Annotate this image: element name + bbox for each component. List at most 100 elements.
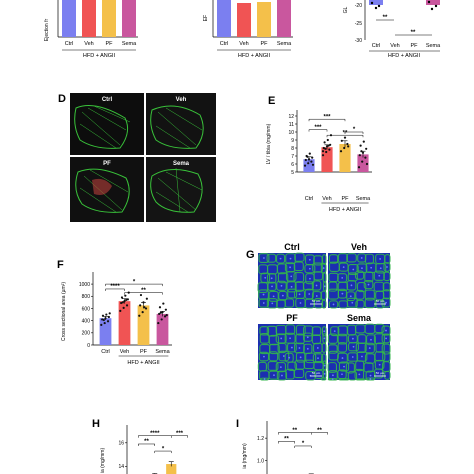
chart-e-point [326,138,329,142]
top-panel-2-bar-sema [277,0,291,37]
chart-i: Iia (mg/mm) 1.01.2** ***** [236,418,328,474]
chart-e-point [343,136,347,139]
chart-f-point [125,304,129,307]
chart-i-sig-bracket [311,432,328,435]
chart-h-ylabel: ia (mg/mm) [100,448,106,474]
top-panel-3-cat-veh: Veh [390,43,399,49]
chart-e-point [346,142,349,146]
chart-f-point [124,294,127,297]
chart-i-sig-label: ** [292,428,297,434]
chart-e-letter: E [268,95,275,107]
chart-f-sig-label: **** [110,284,120,290]
chart-f-ytick-label: 600 [82,306,91,312]
chart-f-bar-veh [118,301,131,345]
chart-f-point [122,306,125,309]
chart-f-cat-pf: PF [140,349,148,355]
chart-f-point [103,321,106,325]
chart-f-point [138,314,141,317]
top-panel-3-bar-ctrl [369,0,383,5]
chart-e-ytick-label: 6 [291,162,294,168]
chart-h-letter: H [92,418,100,430]
chart-f-point [105,313,108,316]
scale-bar-label: 50 µm [376,371,385,375]
histo-label-ctrl: Ctrl [284,242,300,252]
chart-f-point [158,306,162,309]
chart-f-point [144,307,148,310]
chart-f-point [107,315,110,319]
chart-e-point [328,148,331,151]
chart-h-sig-bracket [171,435,188,438]
chart-f-point [100,323,103,326]
chart-f-ytick-label: 1000 [79,282,90,288]
top-panel-1-cat-ctrl: Ctrl [65,41,74,47]
chart-e-point [311,163,315,166]
chart-f-ytick-label: 800 [82,294,91,300]
chart-e-point [308,152,311,155]
chart-e-bar-sema [357,154,369,172]
echo-label-ctrl: Ctrl [102,97,113,103]
chart-e-sig-bracket [308,129,328,132]
scale-bar-label: 50 µm [376,299,385,303]
top-panel-1-cat-veh: Veh [84,41,93,47]
chart-e-cat-veh: Veh [322,196,331,202]
chart-f-sig-bracket [105,283,163,287]
top-panel-3-cat-sema: Sema [426,43,441,49]
chart-e-sig-bracket [326,134,364,138]
chart-e-point [343,146,346,150]
chart-f: F Cross sectional area (µm²) 0 200 400 600 800… [57,259,172,366]
top-panel-3-ylabel: GL [343,6,349,13]
chart-e-point [311,156,314,159]
chart-h-bar-pf [166,464,177,474]
chart-f-point [120,301,123,305]
chart-f-point [101,314,105,317]
chart-h-sig-bracket [154,450,172,454]
chart-i-ytick-label: 1.0 [257,458,264,464]
echo-image-pf: PF [70,157,144,222]
chart-e-point [323,141,326,144]
chart-e-point [321,150,325,153]
top-panel-2-bar-veh [237,3,251,37]
top-panel-2-bar-ctrl [217,0,231,37]
chart-e-cat-pf: PF [341,196,349,202]
chart-f-point [139,293,143,297]
chart-e-bar-veh [321,147,333,172]
top-panel-1: Ejection fr Ctrl Veh PF Sema HFD + ANGII [44,0,138,59]
top-panel-1-cat-pf: PF [105,41,113,47]
chart-f-point [123,300,126,303]
chart-h-sig-label: ** [144,439,149,445]
chart-e-cat-sema: Sema [356,196,371,202]
histo-label-sema: Sema [347,313,372,323]
histo-label-veh: Veh [351,242,367,252]
chart-e-bar-ctrl [303,159,315,172]
top-panel-1-ylabel: Ejection fr [44,19,50,42]
histo-label-pf: PF [286,313,298,323]
chart-h-ytick-label: 14 [118,464,124,470]
chart-f-letter: F [57,259,64,271]
top-panel-1-bar-veh [82,0,96,37]
chart-h-sig-bracket [138,443,155,446]
top-panel-3-sig-1: ** [383,15,388,21]
histo-image-pf: 50 µm [257,324,327,381]
chart-e-point [365,162,369,166]
top-panel-3-cat-ctrl: Ctrl [372,43,381,49]
chart-e-point [310,160,313,163]
top-panel-2-cat-veh: Veh [239,41,248,47]
top-panel-3-cat-pf: PF [410,43,418,49]
chart-e-point [347,145,350,148]
chart-f-point [165,314,168,317]
chart-i-sig-bracket [278,441,295,444]
chart-e-ylabel: LV / tibia (mg/mm) [266,123,272,164]
chart-f-point [120,296,124,299]
top-panel-1-bar-sema [122,0,136,37]
chart-f-sig-label: * [133,279,136,285]
top-panel-2-cat-pf: PF [260,41,268,47]
chart-e-sig-label: ** [343,130,348,136]
chart-e-sig-label: *** [314,125,322,131]
scale-bar-label: 50 µm [312,371,321,375]
chart-e-point [361,151,365,154]
chart-e-ytick-label: 7 [291,154,294,160]
chart-f-point [104,317,107,320]
chart-e-point [361,160,364,163]
chart-f-cat-veh: Veh [120,349,129,355]
